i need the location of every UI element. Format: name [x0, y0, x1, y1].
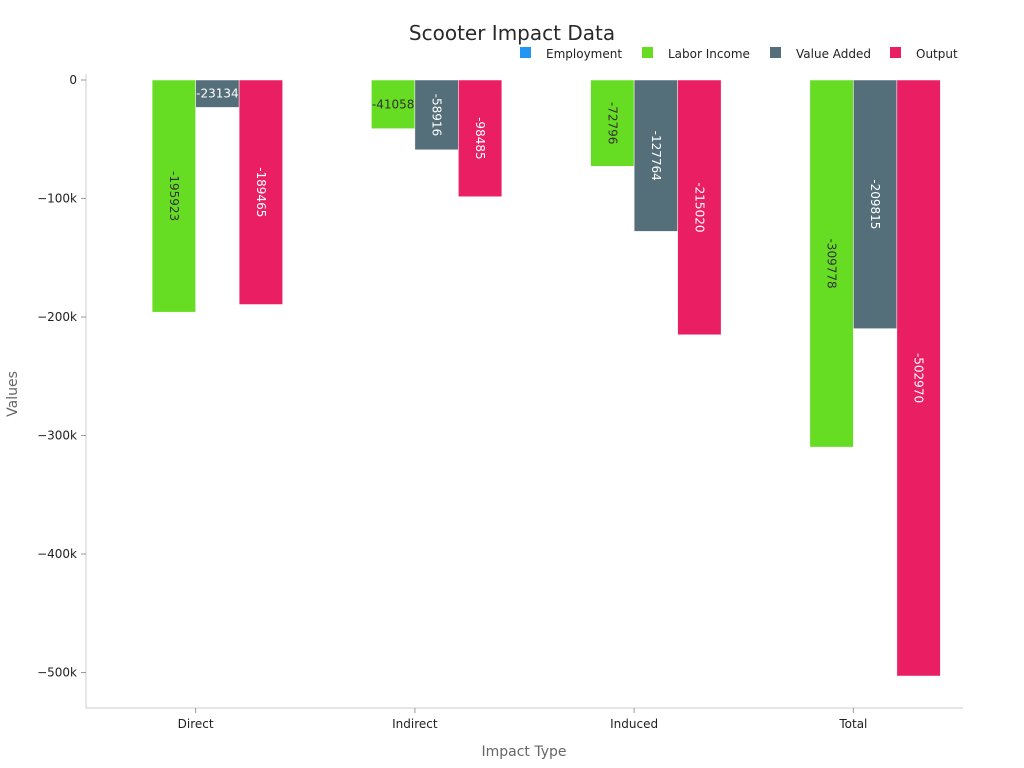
bar-value-added — [853, 79, 898, 329]
bar-value-added — [414, 79, 459, 151]
bar-value-label: -195923 — [167, 171, 181, 221]
bar-value-label: -309778 — [825, 238, 839, 288]
bar-output — [458, 79, 503, 197]
legend-label: Value Added — [796, 47, 871, 61]
y-axis-title: Values — [5, 371, 21, 417]
bar-labor-income — [151, 79, 196, 313]
x-tick-label: Indirect — [392, 717, 438, 731]
axes: 0 −100k −200k −300k −400k −500k Direct Indirect… — [37, 73, 963, 731]
y-tick-label: −300k — [37, 429, 77, 443]
bar-value-label: -72796 — [605, 102, 619, 145]
chart-title: Scooter Impact Data — [409, 21, 615, 45]
bar-value-label: -98485 — [473, 117, 487, 160]
y-tick-label: −500k — [37, 666, 77, 680]
bar-output — [677, 79, 722, 336]
bar-labor-income — [590, 79, 635, 167]
bar-output — [238, 79, 283, 305]
bar-value-label: -127764 — [649, 131, 663, 181]
bars: -195923 -41058 -72796 -309778 -23134 -58916 -1… — [108, 79, 941, 677]
legend-swatch — [642, 47, 653, 58]
y-tick-label: −400k — [37, 547, 77, 561]
legend-swatch — [890, 47, 901, 58]
x-tick-label: Induced — [610, 717, 658, 731]
bar-labor-income — [371, 79, 416, 129]
legend-label: Labor Income — [668, 47, 750, 61]
y-tick-label: −200k — [37, 310, 77, 324]
bar-value-label: -502970 — [912, 353, 926, 403]
bar-value-label: -23134 — [196, 87, 239, 101]
legend: Employment Labor Income Value Added Output — [520, 47, 958, 61]
x-tick-label: Direct — [178, 717, 214, 731]
bar-value-label: -215020 — [692, 182, 706, 232]
bar-value-label: -209815 — [868, 179, 882, 229]
bar-value-added — [195, 79, 240, 108]
legend-label: Employment — [546, 47, 622, 61]
bar-value-added — [633, 79, 678, 232]
y-tick-label: 0 — [69, 73, 77, 87]
bar-value-label: -41058 — [372, 97, 415, 111]
bar-labor-income — [809, 79, 854, 448]
bar-value-label: -189465 — [254, 167, 268, 217]
legend-label: Output — [916, 47, 958, 61]
y-tick-label: −100k — [37, 192, 77, 206]
x-tick-label: Total — [838, 717, 867, 731]
bar-output — [896, 79, 941, 677]
legend-swatch — [520, 47, 531, 58]
x-axis-title: Impact Type — [481, 744, 566, 760]
bar-value-label: -58916 — [430, 94, 444, 137]
legend-swatch — [770, 47, 781, 58]
